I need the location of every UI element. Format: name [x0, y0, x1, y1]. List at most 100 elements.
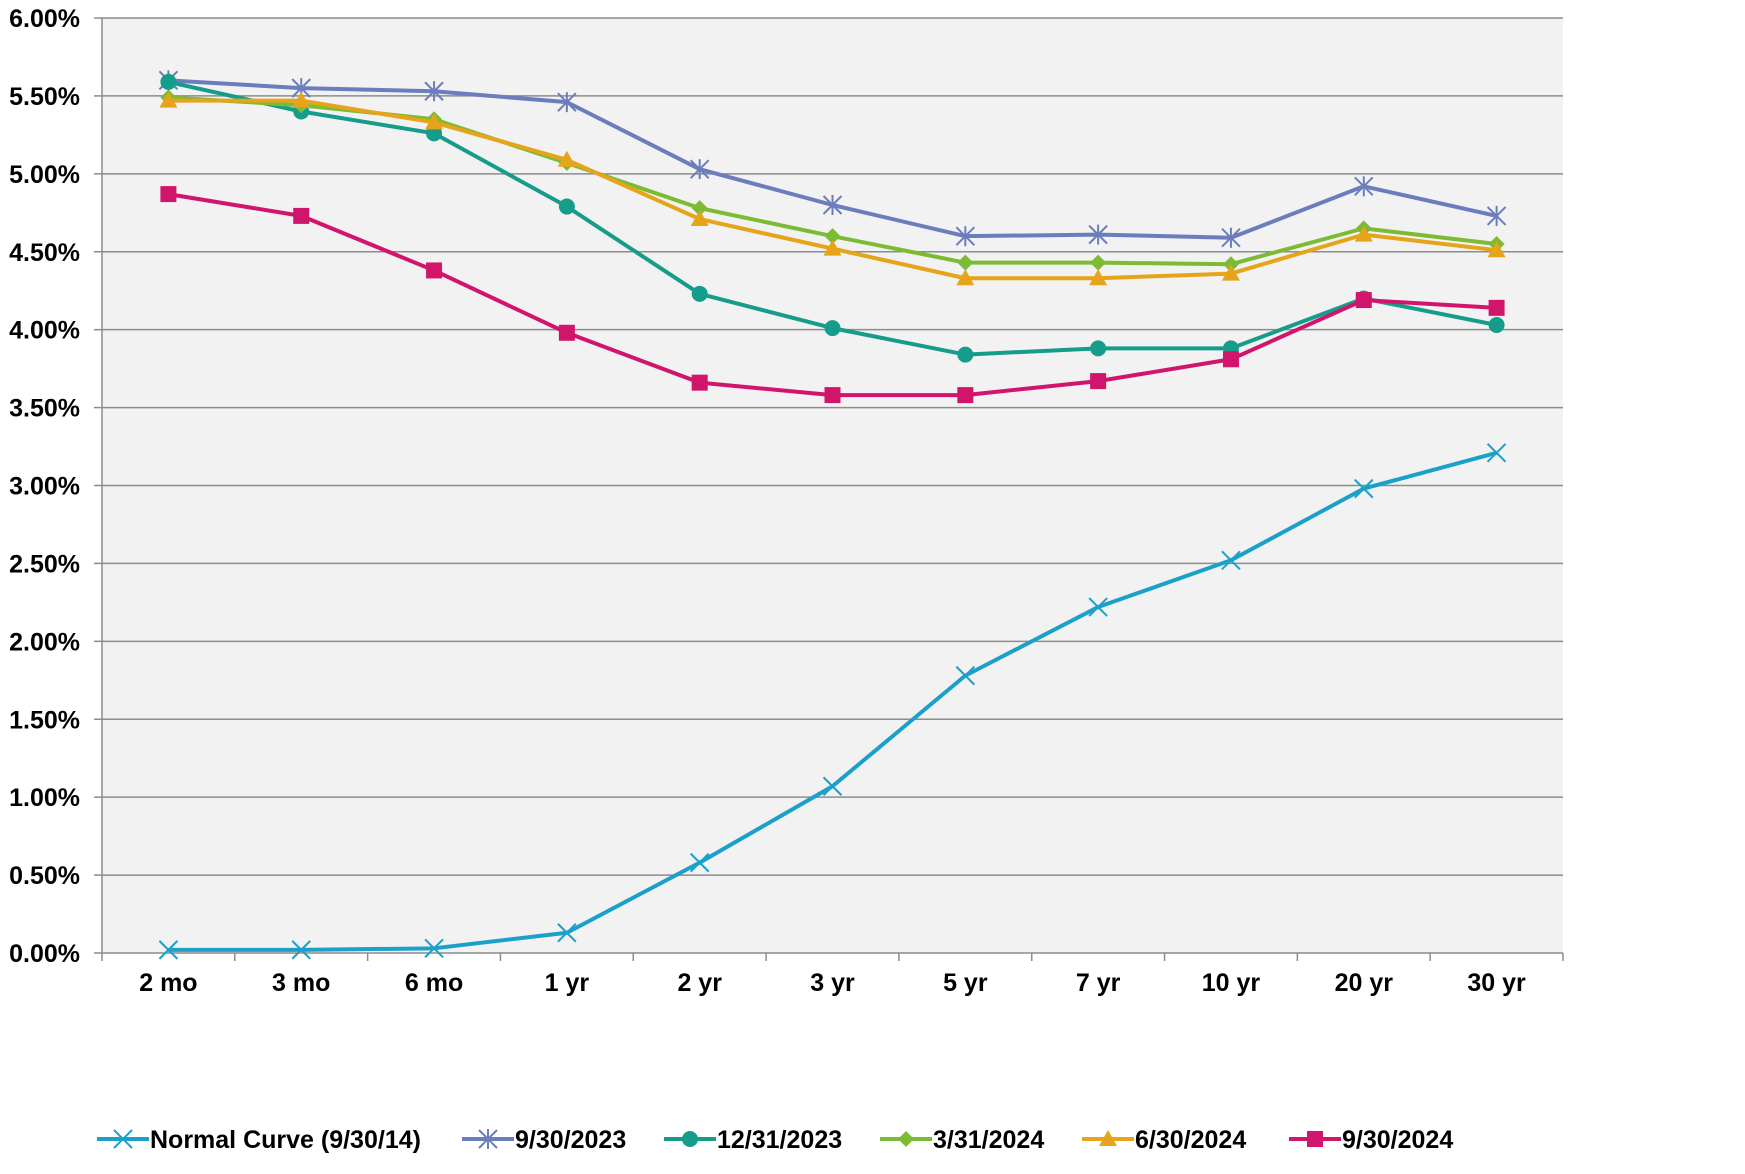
x-tick-label: 3 yr — [810, 969, 855, 997]
legend-swatch-marker — [682, 1131, 698, 1147]
data-point — [824, 387, 841, 404]
x-tick-label: 30 yr — [1467, 969, 1526, 997]
data-point — [1089, 269, 1108, 286]
data-point — [424, 81, 444, 102]
data-point — [823, 239, 842, 256]
data-point — [159, 91, 178, 108]
data-point — [824, 228, 841, 245]
x-tick-label: 3 mo — [272, 969, 330, 997]
data-point — [1486, 443, 1507, 463]
data-point — [1090, 340, 1107, 357]
data-point — [822, 776, 843, 796]
x-tick-label: 5 yr — [943, 969, 988, 997]
data-point — [424, 938, 444, 959]
data-point — [956, 269, 975, 286]
legend-label: 6/30/2024 — [1135, 1126, 1246, 1154]
legend-label: Normal Curve (9/30/14) — [150, 1126, 421, 1154]
data-point — [292, 91, 311, 108]
data-point — [557, 923, 577, 943]
data-point — [824, 320, 841, 337]
data-point — [822, 195, 843, 215]
y-tick-label: 4.50% — [9, 239, 80, 267]
legend-swatch-marker — [478, 1129, 498, 1149]
data-point — [425, 113, 444, 130]
y-tick-label: 2.00% — [9, 628, 80, 656]
y-tick-label: 4.00% — [9, 317, 80, 345]
data-point — [1355, 292, 1372, 309]
y-tick-label: 3.00% — [9, 473, 80, 501]
legend-swatch-marker — [898, 1131, 914, 1147]
data-point — [1090, 373, 1107, 390]
x-tick-label: 10 yr — [1202, 969, 1261, 997]
x-tick-label: 6 mo — [405, 969, 463, 997]
data-point — [426, 262, 443, 279]
legend-swatch-marker — [1307, 1131, 1323, 1147]
gridlines — [102, 17, 1563, 876]
legend-item-4: 6/30/2024 — [1082, 1126, 1246, 1154]
data-point — [1088, 224, 1108, 245]
data-point — [957, 387, 974, 404]
data-point — [957, 346, 974, 363]
data-point — [557, 150, 576, 167]
y-tick-label: 1.00% — [9, 784, 80, 812]
series-lines — [158, 70, 1507, 960]
legend-swatch-marker — [113, 1129, 133, 1149]
legend-label: 9/30/2023 — [515, 1126, 626, 1154]
data-point — [1486, 205, 1507, 226]
axes: 0.00% 0.50% 1.00% 1.50% 2.00% 2.50% 3.00% 3.50%… — [9, 5, 1564, 997]
data-point — [1221, 227, 1241, 248]
data-point — [1354, 478, 1374, 499]
data-point — [160, 73, 177, 90]
y-tick-label: 1.50% — [9, 706, 80, 734]
x-tick-label: 2 mo — [139, 969, 197, 997]
y-tick-label: 5.00% — [9, 161, 80, 189]
data-point — [957, 254, 974, 271]
legend: Normal Curve (9/30/14) 9/30/2023 12/31/202… — [97, 1126, 1453, 1154]
legend-item-0: Normal Curve (9/30/14) — [97, 1126, 421, 1154]
legend-item-3: 3/31/2024 — [880, 1126, 1044, 1154]
data-point — [691, 200, 708, 217]
y-tick-label: 0.50% — [9, 862, 80, 890]
legend-label: 12/31/2023 — [717, 1126, 842, 1154]
data-point — [1222, 256, 1239, 273]
data-point — [1354, 176, 1374, 197]
legend-item-5: 9/30/2024 — [1289, 1126, 1453, 1154]
x-tick-label: 20 yr — [1335, 969, 1394, 997]
data-point — [158, 940, 179, 960]
data-point — [1221, 264, 1240, 281]
data-point — [955, 665, 976, 686]
legend-label: 9/30/2024 — [1342, 1126, 1453, 1154]
data-point — [291, 940, 311, 960]
data-point — [1222, 351, 1239, 368]
y-tick-label: 0.00% — [9, 940, 80, 968]
legend-item-2: 12/31/2023 — [664, 1126, 842, 1154]
legend-item-1: 9/30/2023 — [462, 1126, 626, 1154]
data-point — [558, 324, 575, 341]
data-point — [293, 207, 310, 224]
data-point — [691, 285, 708, 302]
x-tick-label: 7 yr — [1076, 969, 1121, 997]
data-point — [689, 852, 710, 873]
data-point — [558, 198, 575, 215]
series-5 — [160, 186, 1505, 404]
x-tick-label: 2 yr — [677, 969, 722, 997]
legend-label: 3/31/2024 — [933, 1126, 1044, 1154]
y-tick-label: 6.00% — [9, 5, 80, 33]
y-tick-label: 5.50% — [9, 83, 80, 111]
series-4 — [159, 91, 1506, 286]
data-point — [160, 186, 177, 203]
data-point — [690, 210, 709, 227]
data-point — [1354, 225, 1373, 242]
data-point — [689, 159, 710, 180]
y-tick-label: 2.50% — [9, 550, 80, 578]
data-point — [955, 226, 976, 247]
data-point — [557, 92, 577, 113]
data-point — [691, 374, 708, 391]
data-point — [1488, 316, 1505, 333]
data-point — [1487, 241, 1506, 258]
data-point — [1221, 550, 1241, 571]
data-point — [1488, 299, 1505, 316]
legend-swatch-marker — [1099, 1130, 1117, 1146]
